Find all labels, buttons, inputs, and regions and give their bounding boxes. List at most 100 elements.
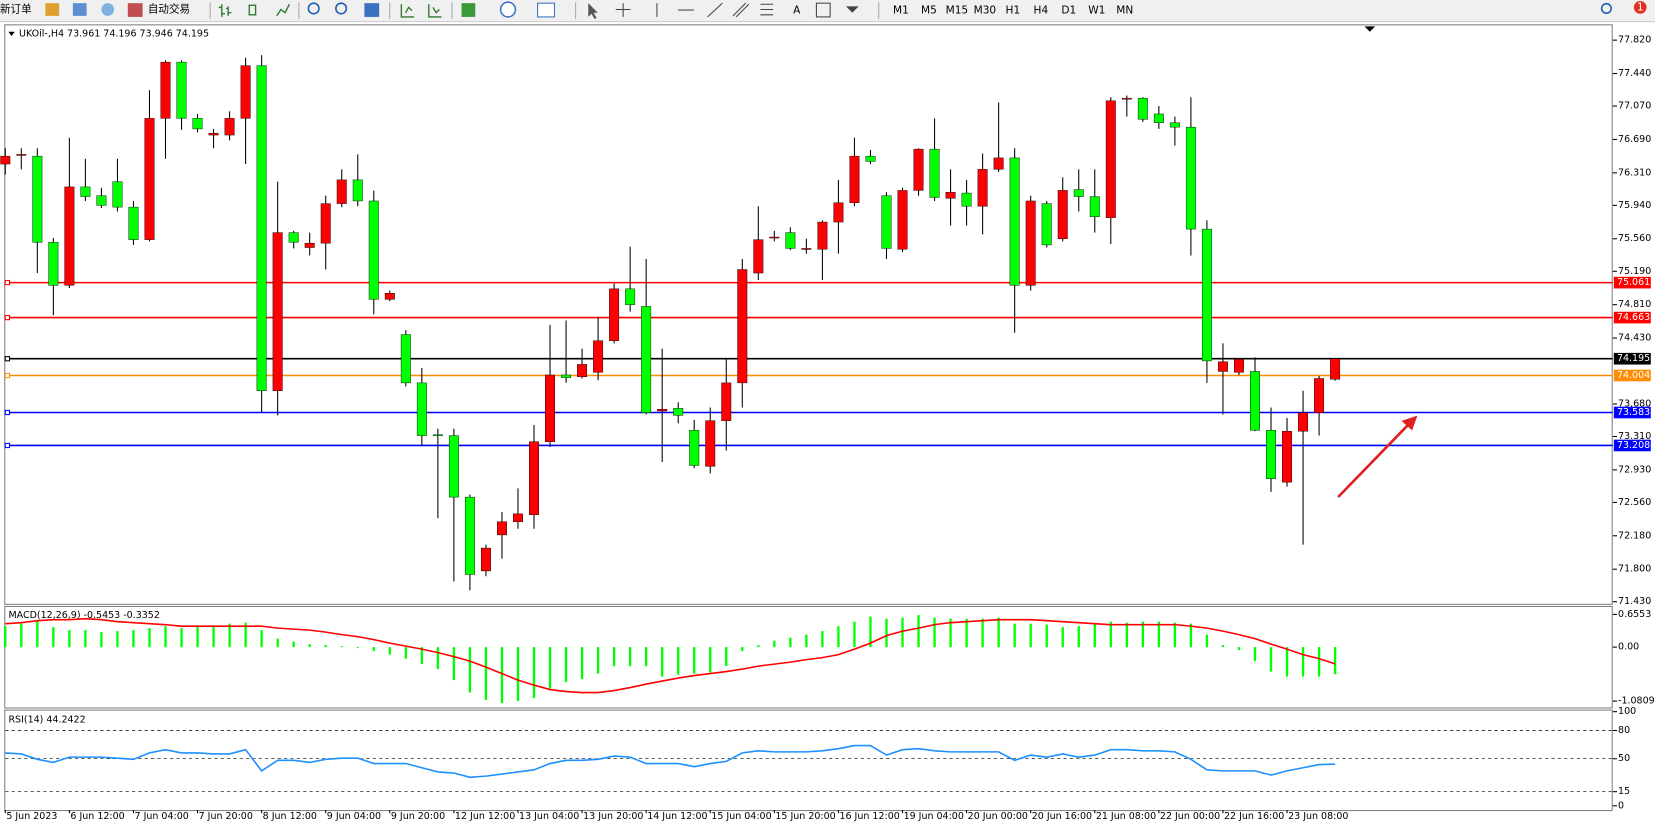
rsi-title: RSI(14) 44.2422 — [8, 715, 85, 726]
timeframe-button[interactable]: D1 — [1061, 5, 1076, 17]
notification-count[interactable]: 1 — [1637, 1, 1644, 13]
candle-body — [336, 179, 347, 204]
y-tick-label: 50 — [1618, 753, 1630, 764]
icon[interactable] — [276, 3, 291, 17]
candle-body — [368, 200, 379, 300]
icon[interactable] — [400, 4, 415, 18]
candle-body — [609, 288, 620, 341]
icon[interactable] — [101, 3, 115, 16]
candle-body — [1073, 189, 1084, 197]
candle-body — [1250, 371, 1260, 431]
candle-body — [352, 179, 363, 202]
y-tick-label: 74.810 — [1618, 299, 1651, 310]
candle-body — [961, 192, 972, 207]
candle-body — [384, 293, 395, 300]
rsi-panel — [4, 709, 1613, 812]
candle-body — [1041, 203, 1052, 246]
timeframe-button[interactable]: MN — [1116, 5, 1133, 17]
y-tick-label: 77.070 — [1618, 101, 1651, 112]
price-level-box — [1613, 276, 1651, 289]
chart-type-icons[interactable] — [218, 3, 291, 17]
price-level-label: 74.004 — [1617, 370, 1650, 381]
candle-body — [673, 408, 684, 416]
symbol-menu[interactable] — [8, 31, 15, 36]
zoom-out[interactable] — [335, 2, 348, 15]
candle-body — [432, 434, 443, 436]
auto-trading-icon[interactable] — [127, 3, 143, 17]
timeframe-button[interactable]: W1 — [1088, 5, 1105, 17]
x-tick-label: 12 Jun 12:00 — [455, 811, 515, 822]
y-tick-label: 80 — [1618, 725, 1630, 736]
y-tick-label: 71.800 — [1618, 564, 1651, 575]
y-tick-label: 77.820 — [1618, 35, 1651, 46]
timeframe-button[interactable]: H1 — [1006, 5, 1021, 17]
icon[interactable] — [45, 3, 60, 16]
x-tick-label: 15 Jun 20:00 — [775, 811, 835, 822]
candle-body — [16, 154, 27, 156]
arrow-tool[interactable] — [845, 6, 859, 13]
chart-shift-marker[interactable] — [1364, 26, 1376, 32]
candle-body — [1217, 361, 1228, 372]
candle-body — [64, 186, 75, 286]
candle-body — [400, 334, 411, 384]
search[interactable] — [1600, 2, 1612, 15]
indicator-icon[interactable] — [461, 3, 476, 17]
y-tick-label: 0 — [1618, 800, 1624, 811]
notification-badge[interactable] — [1633, 1, 1647, 14]
timeframe-button[interactable]: M5 — [921, 5, 937, 17]
candle-body — [32, 155, 43, 243]
text-tool[interactable]: A — [793, 5, 801, 17]
candle-body — [1025, 200, 1036, 286]
candle-body — [0, 155, 11, 165]
candle-body — [256, 65, 267, 392]
candle-body — [1009, 157, 1020, 286]
crosshair-tool[interactable] — [615, 3, 631, 17]
icon[interactable] — [218, 4, 232, 17]
price-level-label: 75.061 — [1617, 277, 1650, 288]
candle-body — [320, 203, 331, 244]
candle-body — [160, 61, 171, 119]
y-tick-label: 0.00 — [1618, 642, 1639, 653]
candle-body — [1266, 430, 1276, 479]
trendline-tool[interactable] — [707, 2, 723, 18]
new-order-button[interactable]: 新订单 — [0, 3, 32, 16]
price-level-label: 74.663 — [1617, 312, 1650, 323]
price-level-handle — [4, 372, 11, 379]
candle-body — [817, 221, 828, 250]
x-tick-label: 21 Jun 08:00 — [1096, 811, 1156, 822]
candle-body — [1330, 358, 1341, 380]
candle-body — [545, 374, 555, 442]
signal-line — [5, 617, 1336, 694]
fibo-tool[interactable] — [760, 3, 774, 16]
y-tick-label: 75.560 — [1618, 233, 1651, 244]
y-tick-label: 72.180 — [1618, 530, 1651, 541]
period-icon[interactable] — [499, 1, 517, 18]
label-tool[interactable] — [815, 2, 831, 18]
candle-body — [496, 521, 507, 536]
timeframe-button[interactable]: M1 — [893, 5, 909, 17]
x-tick-label: 8 Jun 12:00 — [263, 811, 317, 822]
arrow-shaft — [1337, 423, 1410, 498]
timeframe-button[interactable]: M15 — [946, 5, 969, 17]
price-level-handle — [4, 279, 11, 286]
timeframe-button[interactable]: M30 — [974, 5, 997, 17]
x-tick-label: 19 Jun 04:00 — [904, 811, 964, 822]
channel-tool[interactable] — [732, 2, 750, 18]
auto-trading-button[interactable]: 自动交易 — [148, 3, 190, 16]
zoom-in[interactable] — [307, 2, 320, 15]
y-tick-label: 77.440 — [1618, 68, 1651, 79]
template-icon[interactable] — [537, 2, 556, 18]
icon[interactable] — [248, 4, 257, 16]
candle-body — [753, 239, 764, 274]
price-level-handle — [4, 442, 11, 449]
y-tick-label: 75.190 — [1618, 266, 1651, 277]
candle-body — [993, 157, 1004, 170]
timeframe-button[interactable]: H4 — [1034, 5, 1049, 17]
tile-icon[interactable] — [364, 3, 380, 17]
candle-body — [480, 547, 491, 572]
cursor-tool[interactable] — [588, 3, 598, 20]
x-tick-label: 22 Jun 00:00 — [1160, 811, 1220, 822]
icon[interactable] — [72, 3, 87, 16]
icon[interactable] — [428, 4, 442, 18]
